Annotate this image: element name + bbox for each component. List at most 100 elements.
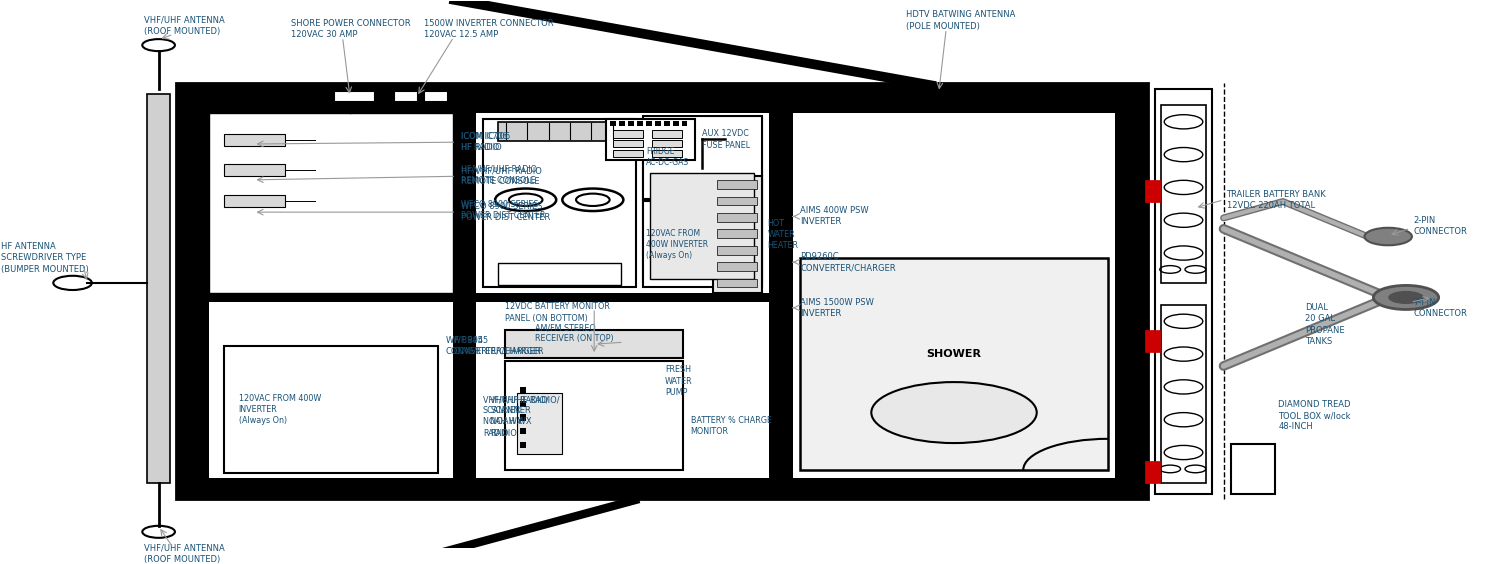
Text: 120VAC FROM
400W INVERTER
(Always On): 120VAC FROM 400W INVERTER (Always On) [646, 229, 707, 260]
Bar [673, 121, 679, 126]
Bar [718, 246, 758, 254]
Bar [718, 279, 758, 288]
Bar [614, 130, 643, 138]
Text: WF 8945
CONVERTER/CHARGER: WF 8945 CONVERTER/CHARGER [453, 336, 544, 356]
Bar [614, 149, 643, 157]
Bar [177, 83, 1147, 499]
Text: VHF/UHF ANTENNA
(ROOF MOUNTED): VHF/UHF ANTENNA (ROOF MOUNTED) [144, 16, 224, 36]
Text: AM/FM STEREO
RECEIVER (ON TOP): AM/FM STEREO RECEIVER (ON TOP) [535, 323, 614, 343]
Bar [483, 119, 636, 288]
Text: HF/VHF/UHF RADIO
REMOTE CONSOLE: HF/VHF/UHF RADIO REMOTE CONSOLE [461, 166, 541, 186]
Bar [517, 393, 562, 453]
Bar [606, 119, 695, 160]
Bar [718, 262, 758, 271]
Bar [453, 113, 476, 302]
Bar [505, 360, 684, 470]
Bar [646, 121, 652, 126]
Bar [1144, 180, 1159, 202]
Bar [498, 122, 620, 141]
Bar [629, 121, 635, 126]
Bar [652, 140, 682, 147]
Text: HF/VHF/UHF RADIO
REMOTE CONSOLE: HF/VHF/UHF RADIO REMOTE CONSOLE [461, 165, 536, 184]
Text: HF ANTENNA
SCREWDRIVER TYPE
(BUMPER MOUNTED): HF ANTENNA SCREWDRIVER TYPE (BUMPER MOUN… [1, 243, 89, 274]
Bar [394, 91, 418, 102]
Circle shape [1373, 285, 1438, 310]
Bar [1155, 89, 1211, 494]
Text: FRESH
WATER
PUMP: FRESH WATER PUMP [666, 365, 692, 396]
Bar [1144, 461, 1159, 483]
Bar [1161, 305, 1205, 483]
Text: WFCO 8900 SERIES
POWER DIST CENTER: WFCO 8900 SERIES POWER DIST CENTER [461, 202, 550, 222]
Bar [652, 130, 682, 138]
Text: DIAMOND TREAD
TOOL BOX w/lock
48-INCH: DIAMOND TREAD TOOL BOX w/lock 48-INCH [1278, 400, 1351, 431]
Text: AIMS 400W PSW
INVERTER: AIMS 400W PSW INVERTER [799, 206, 869, 227]
Bar [637, 121, 643, 126]
Bar [643, 201, 762, 288]
Bar [520, 442, 526, 448]
Bar [1161, 105, 1205, 283]
Bar [1144, 330, 1159, 352]
Bar [770, 113, 792, 478]
Bar [520, 400, 526, 407]
Text: ICOM IC706
HF RADIO: ICOM IC706 HF RADIO [461, 132, 507, 152]
Bar [147, 94, 171, 483]
Text: 7-PIN
CONNECTOR: 7-PIN CONNECTOR [1413, 298, 1467, 318]
Bar [643, 119, 762, 282]
Bar [643, 116, 762, 199]
Bar [620, 121, 626, 126]
Bar [718, 197, 758, 205]
Bar [224, 346, 438, 473]
Bar [520, 428, 526, 434]
Bar [614, 140, 643, 147]
Bar [505, 331, 684, 358]
Bar [224, 164, 285, 177]
Bar [224, 134, 285, 146]
Bar [224, 195, 285, 207]
Text: TRAILER BATTERY BANK
12VDC 220AH TOTAL: TRAILER BATTERY BANK 12VDC 220AH TOTAL [1226, 190, 1327, 210]
Text: VHF/UHF ANTENNA
(ROOF MOUNTED): VHF/UHF ANTENNA (ROOF MOUNTED) [144, 544, 224, 564]
Bar [655, 121, 661, 126]
Text: VHF/UHF RADIO/
SCANNER
NOAH WX
RADIO: VHF/UHF RADIO/ SCANNER NOAH WX RADIO [490, 395, 560, 438]
Text: 2-PIN
CONNECTOR: 2-PIN CONNECTOR [1413, 215, 1467, 236]
Bar [718, 230, 758, 238]
Text: AIMS 1500W PSW
INVERTER: AIMS 1500W PSW INVERTER [799, 298, 874, 318]
Bar [177, 83, 210, 499]
Text: PD9260C
CONVERTER/CHARGER: PD9260C CONVERTER/CHARGER [799, 252, 896, 272]
Text: SHOWER: SHOWER [927, 349, 982, 359]
Bar [799, 258, 1109, 470]
Text: ICOM IC706
HF RADIO: ICOM IC706 HF RADIO [461, 132, 510, 152]
Text: DUAL
20 GAL
PROPANE
TANKS: DUAL 20 GAL PROPANE TANKS [1305, 303, 1345, 346]
Bar [718, 213, 758, 222]
Bar [651, 173, 755, 279]
Text: AUX 12VDC
FUSE PANEL: AUX 12VDC FUSE PANEL [703, 129, 750, 149]
Bar [210, 293, 770, 302]
Bar [652, 149, 682, 157]
Bar [210, 113, 453, 293]
Bar [334, 91, 374, 102]
Bar [177, 478, 1147, 499]
Circle shape [1388, 291, 1424, 304]
Bar [520, 387, 526, 394]
Text: HDTV BATWING ANTENNA
(POLE MOUNTED): HDTV BATWING ANTENNA (POLE MOUNTED) [906, 11, 1015, 30]
Bar [664, 121, 670, 126]
Bar [177, 83, 1147, 499]
Bar [1116, 83, 1147, 499]
Bar [718, 180, 758, 189]
Text: HOT
WATER
HEATER: HOT WATER HEATER [768, 219, 798, 250]
Text: 12VDC BATTERY MONITOR
PANEL (ON BOTTOM): 12VDC BATTERY MONITOR PANEL (ON BOTTOM) [505, 302, 611, 323]
Bar [682, 121, 688, 126]
Text: WFCO 8900 SERIES
POWER DIST CENTER: WFCO 8900 SERIES POWER DIST CENTER [461, 200, 545, 221]
Bar [1230, 444, 1275, 494]
Circle shape [871, 382, 1037, 443]
Bar [520, 414, 526, 421]
Text: VHF/UHF RADIO/
SCANNER
NOAH WX
RADIO: VHF/UHF RADIO/ SCANNER NOAH WX RADIO [483, 395, 548, 438]
Bar [713, 177, 762, 293]
Text: SHORE POWER CONNECTOR
120VAC 30 AMP: SHORE POWER CONNECTOR 120VAC 30 AMP [291, 19, 410, 39]
Text: WF 8945
CONVERTER/CHARGER: WF 8945 CONVERTER/CHARGER [446, 336, 541, 356]
Bar [498, 263, 621, 285]
Text: 1500W INVERTER CONNECTOR
120VAC 12.5 AMP: 1500W INVERTER CONNECTOR 120VAC 12.5 AMP [424, 19, 554, 39]
Bar [611, 121, 617, 126]
Circle shape [1364, 228, 1412, 245]
Text: BATTERY % CHARGE
MONITOR: BATTERY % CHARGE MONITOR [691, 416, 771, 437]
Bar [177, 83, 1147, 113]
